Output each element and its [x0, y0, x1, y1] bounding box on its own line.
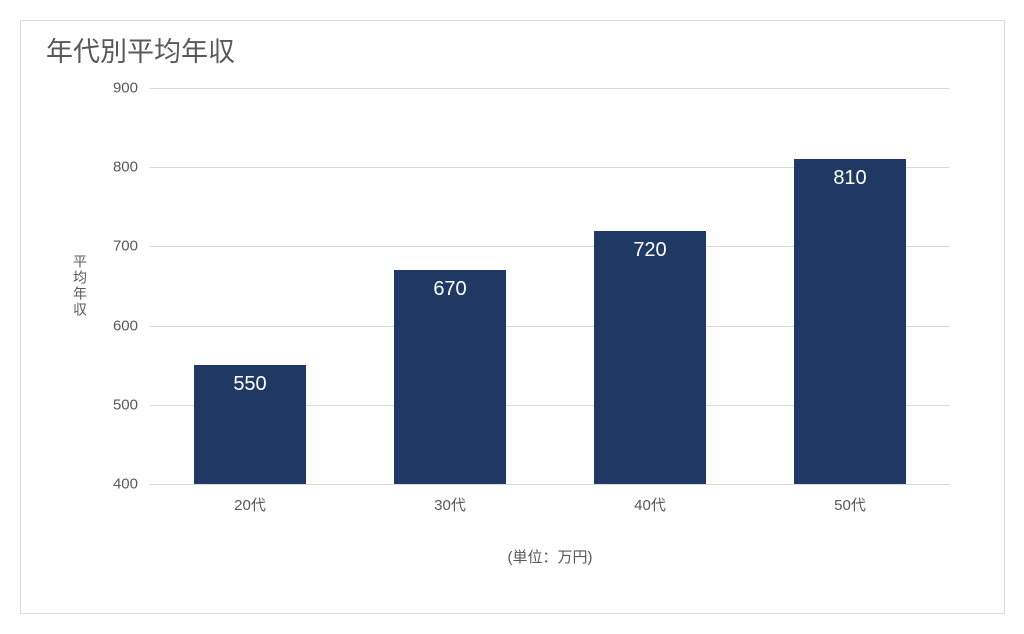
gridline	[150, 484, 950, 485]
bar-value-label: 670	[394, 278, 506, 301]
y-tick-label: 800	[113, 159, 150, 176]
x-axis-label: (単位：万円)	[508, 546, 593, 567]
y-tick-label: 400	[113, 476, 150, 493]
gridline	[150, 88, 950, 89]
y-tick-label: 900	[113, 80, 150, 97]
bar: 720	[594, 231, 706, 484]
y-tick-label: 500	[113, 396, 150, 413]
x-tick-label: 50代	[834, 484, 866, 515]
y-tick-label: 600	[113, 317, 150, 334]
bar-value-label: 720	[594, 239, 706, 262]
bar-value-label: 810	[794, 167, 906, 190]
x-tick-label: 20代	[234, 484, 266, 515]
plot-area: 40050060070080090055020代67030代72040代8105…	[150, 88, 950, 484]
chart-title: 年代別平均年収	[46, 30, 235, 69]
bar: 550	[194, 365, 306, 484]
x-tick-label: 40代	[634, 484, 666, 515]
bar: 810	[794, 159, 906, 484]
x-tick-label: 30代	[434, 484, 466, 515]
y-axis-label: 平均年収	[70, 254, 90, 318]
y-tick-label: 700	[113, 238, 150, 255]
bar-value-label: 550	[194, 373, 306, 396]
bar: 670	[394, 270, 506, 484]
